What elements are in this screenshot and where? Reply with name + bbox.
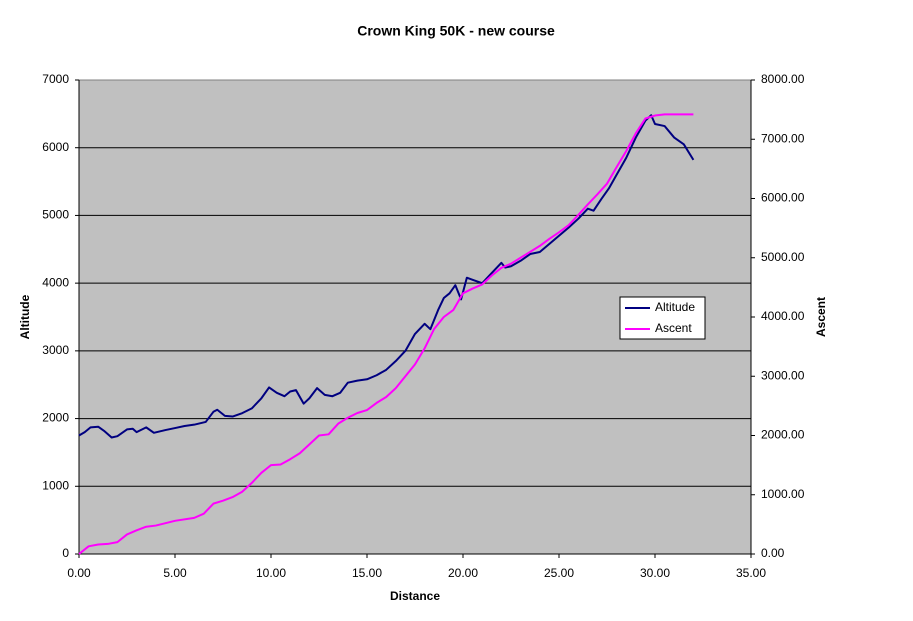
y2-tick-label: 7000.00 [761,131,805,145]
x-axis-label: Distance [390,589,440,603]
x-tick-label: 15.00 [352,566,382,580]
legend-label: Ascent [655,321,692,335]
y-tick-label: 0 [62,546,69,560]
y2-tick-label: 6000.00 [761,191,805,205]
legend-label: Altitude [655,300,695,314]
series-line [78,113,694,555]
y-tick-label: 1000 [42,478,69,492]
x-tick-label: 35.00 [736,566,766,580]
x-tick-label: 0.00 [67,566,91,580]
y2-axis-label: Ascent [814,297,828,337]
series-line [78,114,695,439]
y2-tick-label: 8000.00 [761,72,805,86]
y-tick-label: 7000 [42,72,69,86]
y-tick-label: 6000 [42,140,69,154]
x-tick-label: 20.00 [448,566,478,580]
y2-tick-label: 0.00 [761,546,785,560]
y-tick-label: 5000 [42,208,69,222]
x-tick-label: 25.00 [544,566,574,580]
x-tick-label: 5.00 [163,566,187,580]
y2-tick-label: 3000.00 [761,368,805,382]
y-tick-label: 3000 [42,343,69,357]
legend-box [619,296,706,340]
y-axis-label: Altitude [18,294,32,339]
chart-title: Crown King 50K - new course [357,23,555,39]
y-tick-label: 2000 [42,411,69,425]
x-tick-label: 30.00 [640,566,670,580]
y2-tick-label: 5000.00 [761,250,805,264]
y-tick-label: 4000 [42,275,69,289]
y2-tick-label: 2000.00 [761,428,805,442]
x-tick-label: 10.00 [256,566,286,580]
y2-tick-label: 4000.00 [761,309,805,323]
y2-tick-label: 1000.00 [761,487,805,501]
